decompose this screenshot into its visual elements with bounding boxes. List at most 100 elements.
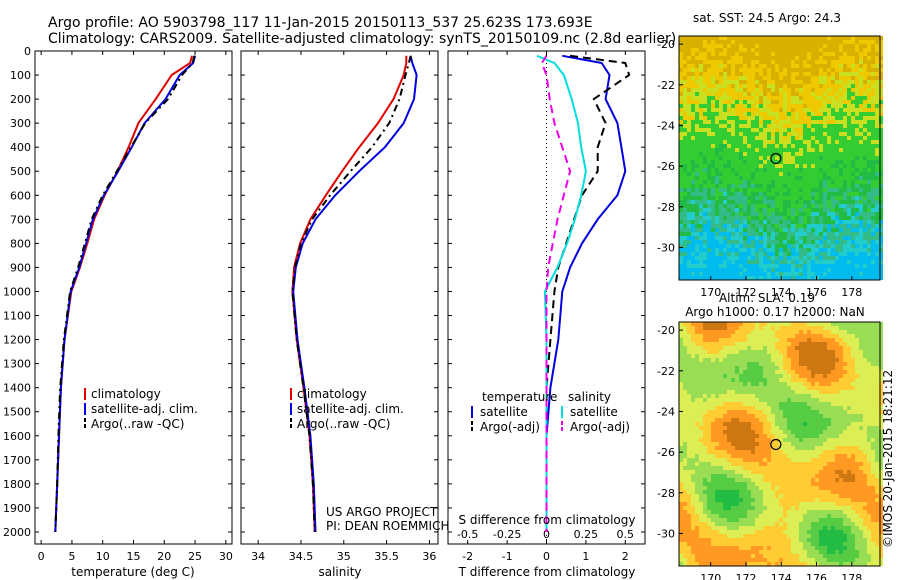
map-cell <box>755 414 759 418</box>
map-cell <box>839 140 843 144</box>
map-cell <box>679 390 683 394</box>
map-cell <box>863 84 867 88</box>
map-cell <box>703 68 707 72</box>
map-cell <box>735 402 739 406</box>
map-cell <box>683 64 687 68</box>
map-cell <box>843 40 847 44</box>
map-cell <box>843 100 847 104</box>
map-cell <box>871 240 875 244</box>
map-cell <box>863 56 867 60</box>
map-cell <box>791 374 795 378</box>
map-cell <box>823 410 827 414</box>
x-top-tick-label: 0.25 <box>574 528 599 541</box>
map-cell <box>855 112 859 116</box>
map-cell <box>847 430 851 434</box>
map-cell <box>751 378 755 382</box>
map-cell <box>819 52 823 56</box>
map-cell <box>715 276 719 280</box>
map-cell <box>767 366 771 370</box>
map-cell <box>743 228 747 232</box>
map-cell <box>783 244 787 248</box>
map-cell <box>871 342 875 346</box>
map-cell <box>835 370 839 374</box>
map-cell <box>719 374 723 378</box>
map-cell <box>863 346 867 350</box>
map-cell <box>703 232 707 236</box>
map-cell <box>747 358 751 362</box>
map-cell <box>855 168 859 172</box>
map-cell <box>751 322 755 326</box>
map-cell <box>835 338 839 342</box>
map-cell <box>703 398 707 402</box>
map-cell <box>775 338 779 342</box>
map-cell <box>791 220 795 224</box>
map-cell <box>799 112 803 116</box>
map-cell <box>695 442 699 446</box>
map-cell <box>807 394 811 398</box>
map-cell <box>783 128 787 132</box>
map-cell <box>795 140 799 144</box>
map-cell <box>867 382 871 386</box>
map-cell <box>843 370 847 374</box>
map-cell <box>719 350 723 354</box>
map-cell <box>735 160 739 164</box>
map-cell <box>763 92 767 96</box>
map-cell <box>735 260 739 264</box>
map-cell <box>811 358 815 362</box>
map-cell <box>735 212 739 216</box>
map-cell <box>775 52 779 56</box>
map-cell <box>851 402 855 406</box>
map-cell <box>775 386 779 390</box>
map-cell <box>811 40 815 44</box>
map-cell <box>723 264 727 268</box>
map-cell <box>859 104 863 108</box>
map-cell <box>727 88 731 92</box>
map-cell <box>839 268 843 272</box>
map-cell <box>767 100 771 104</box>
map-cell <box>795 330 799 334</box>
map-cell <box>763 212 767 216</box>
map-cell <box>747 394 751 398</box>
map-cell <box>775 60 779 64</box>
map-cell <box>699 410 703 414</box>
map-cell <box>787 252 791 256</box>
map-cell <box>867 338 871 342</box>
map-cell <box>711 398 715 402</box>
map-cell <box>831 350 835 354</box>
map-cell <box>871 48 875 52</box>
map-cell <box>819 224 823 228</box>
map-cell <box>743 148 747 152</box>
map-cell <box>831 188 835 192</box>
map-cell <box>863 112 867 116</box>
map-cell <box>855 232 859 236</box>
map-cell <box>751 268 755 272</box>
map-cell <box>783 276 787 280</box>
map-cell <box>871 236 875 240</box>
map-cell <box>807 390 811 394</box>
map-cell <box>767 322 771 326</box>
map-cell <box>771 410 775 414</box>
map-cell <box>787 100 791 104</box>
map-cell <box>759 256 763 260</box>
map-cell <box>851 406 855 410</box>
map-cell <box>783 52 787 56</box>
map-cell <box>827 224 831 228</box>
map-cell <box>691 172 695 176</box>
map-cell <box>727 374 731 378</box>
map-cell <box>683 208 687 212</box>
map-cell <box>759 422 763 426</box>
map-cell <box>771 44 775 48</box>
map-cell <box>747 362 751 366</box>
map-cell <box>839 402 843 406</box>
map-cell <box>867 240 871 244</box>
map-cell <box>851 68 855 72</box>
map-y-tick-label: -22 <box>657 79 675 92</box>
map-cell <box>803 438 807 442</box>
map-cell <box>767 176 771 180</box>
map-cell <box>763 338 767 342</box>
map-cell <box>799 104 803 108</box>
map-cell <box>727 272 731 276</box>
map-cell <box>687 40 691 44</box>
map-cell <box>859 378 863 382</box>
map-cell <box>723 354 727 358</box>
